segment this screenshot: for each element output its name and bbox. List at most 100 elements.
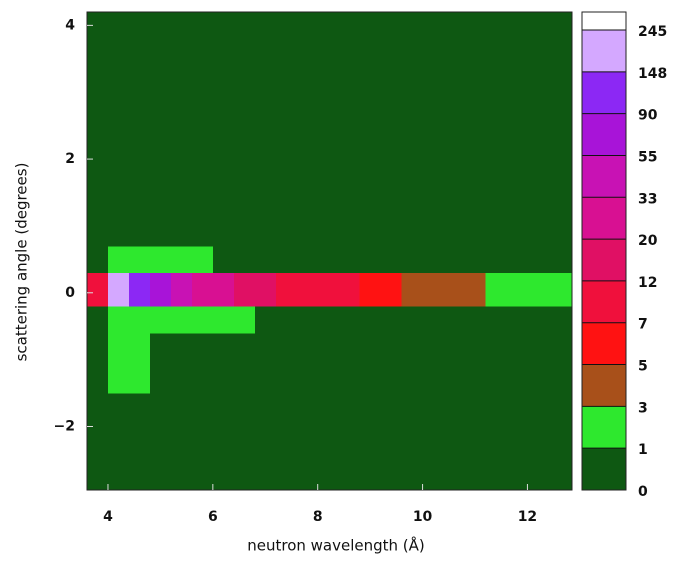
heatmap-cell <box>380 332 403 394</box>
heatmap-cell <box>422 192 445 247</box>
heatmap-cell <box>275 332 298 394</box>
heatmap-cell <box>527 306 549 334</box>
y-tick-label: 2 <box>65 151 75 167</box>
heatmap-cell <box>128 393 151 491</box>
colorbar-tick-label: 3 <box>638 400 648 416</box>
heatmap-cell <box>527 393 549 491</box>
heatmap-cell <box>296 306 319 334</box>
heatmap-cell <box>548 272 573 307</box>
heatmap-cell <box>149 393 172 491</box>
colorbar-segment <box>582 406 626 449</box>
heatmap-cell <box>317 306 340 334</box>
heatmap-cell <box>485 393 507 491</box>
heatmap-cell <box>254 332 277 394</box>
heatmap-cell <box>443 12 466 194</box>
heatmap-cell <box>527 192 549 247</box>
heatmap-cell <box>359 272 382 307</box>
heatmap-cell <box>380 245 403 274</box>
heatmap-cell <box>359 245 382 274</box>
heatmap-cell <box>170 245 193 274</box>
colorbar-segment <box>582 448 626 490</box>
y-tick-label: 4 <box>65 17 75 33</box>
heatmap-cell <box>87 245 109 274</box>
colorbar-tick-label: 33 <box>638 191 657 207</box>
heatmap-cell <box>212 192 235 247</box>
heatmap-cell <box>170 192 193 247</box>
heatmap-cell <box>191 393 214 491</box>
heatmap-cell <box>443 192 466 247</box>
heatmap-cell <box>87 272 109 307</box>
heatmap-cell <box>338 306 361 334</box>
heatmap-cell <box>296 272 319 307</box>
heatmap-cell <box>128 332 151 394</box>
heatmap-cell <box>212 12 235 194</box>
heatmap-cell <box>506 306 528 334</box>
colorbar-segment <box>582 322 626 365</box>
heatmap-cell <box>87 332 109 394</box>
heatmap-cell <box>233 306 256 334</box>
heatmap-cell <box>485 272 507 307</box>
heatmap-cell <box>485 332 507 394</box>
colorbar-tick-label: 245 <box>638 24 667 40</box>
heatmap-cell <box>548 332 573 394</box>
heatmap-cell <box>506 12 528 194</box>
colorbar-segment <box>582 197 626 240</box>
heatmap-cell <box>254 272 277 307</box>
heatmap-cell <box>464 245 486 274</box>
heatmap-cell <box>401 332 424 394</box>
heatmap-cell <box>128 192 151 247</box>
heatmap-cell <box>107 245 130 274</box>
heatmap-cell <box>317 332 340 394</box>
heatmap-cell <box>170 12 193 194</box>
heatmap-cell <box>401 12 424 194</box>
heatmap-cell <box>548 192 573 247</box>
heatmap-cell <box>527 245 549 274</box>
heatmap-cell <box>401 272 424 307</box>
heatmap-cell <box>401 306 424 334</box>
heatmap-cell <box>212 332 235 394</box>
heatmap-cell <box>506 245 528 274</box>
heatmap-cell <box>107 192 130 247</box>
heatmap-cell <box>149 332 172 394</box>
heatmap-cell <box>422 12 445 194</box>
heatmap-cell <box>443 272 466 307</box>
heatmap-cell <box>527 272 549 307</box>
heatmap-cell <box>338 393 361 491</box>
heatmap-cell <box>233 332 256 394</box>
heatmap-cell <box>233 192 256 247</box>
heatmap-cell <box>464 332 486 394</box>
heatmap-cell <box>275 12 298 194</box>
colorbar-tick-label: 5 <box>638 359 648 375</box>
heatmap-cell <box>527 332 549 394</box>
heatmap-cell <box>380 272 403 307</box>
x-tick-label: 4 <box>103 509 113 525</box>
heatmap-cell <box>296 393 319 491</box>
heatmap-cell <box>212 272 235 307</box>
heatmap-cell <box>275 272 298 307</box>
heatmap-cell <box>422 272 445 307</box>
heatmap-cell <box>254 245 277 274</box>
heatmap-cell <box>191 12 214 194</box>
colorbar-tick-label: 20 <box>638 233 658 249</box>
heatmap-cell <box>317 393 340 491</box>
colorbar-tick-label: 55 <box>638 149 657 165</box>
heatmap-cell <box>359 12 382 194</box>
heatmap-cell <box>443 245 466 274</box>
x-tick-label: 12 <box>518 509 537 525</box>
colorbar-tick-label: 7 <box>638 317 648 333</box>
colorbar-tick-label: 1 <box>638 442 648 458</box>
heatmap-cell <box>464 306 486 334</box>
heatmap-cell <box>317 12 340 194</box>
x-tick-label: 10 <box>413 509 433 525</box>
heatmap-cell <box>422 306 445 334</box>
heatmap-cell <box>149 12 172 194</box>
colorbar-segment <box>582 113 626 156</box>
heatmap-cell <box>107 272 130 307</box>
heatmap-cell <box>506 192 528 247</box>
colorbar-segment <box>582 71 626 114</box>
heatmap-cell <box>464 192 486 247</box>
x-tick-label: 8 <box>313 509 323 525</box>
heatmap-cell <box>485 192 507 247</box>
heatmap-cell <box>191 272 214 307</box>
heatmap-cell <box>380 12 403 194</box>
